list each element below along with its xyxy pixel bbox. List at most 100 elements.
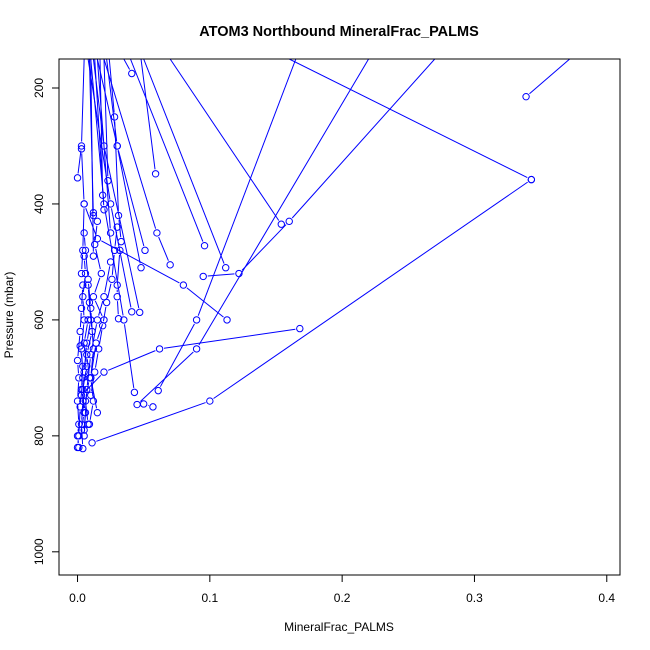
data-series (73, 59, 86, 182)
data-point (83, 350, 91, 359)
data-series (77, 316, 92, 434)
data-point (136, 308, 144, 317)
series-line (98, 300, 104, 316)
series-line (103, 59, 157, 229)
data-series (94, 59, 108, 214)
data-point (141, 246, 149, 255)
series-line (79, 312, 82, 328)
series-line (123, 324, 135, 388)
data-series (522, 59, 571, 101)
data-point (116, 246, 124, 255)
data-series (108, 59, 125, 323)
data-series (123, 59, 136, 78)
data-point (77, 145, 86, 153)
data-point (89, 211, 98, 220)
series-line (77, 405, 80, 420)
data-point (79, 246, 87, 255)
data-point (73, 432, 82, 440)
series-line (213, 181, 528, 399)
data-series (88, 59, 98, 220)
series-line (140, 59, 156, 170)
data-point (87, 391, 95, 399)
data-point (166, 261, 174, 269)
series-line (87, 335, 92, 351)
data-point (100, 206, 108, 214)
data-series (88, 175, 536, 447)
data-point (97, 269, 106, 278)
data-series (140, 59, 160, 178)
data-series (103, 59, 174, 269)
data-point (100, 293, 108, 301)
series-line (85, 254, 89, 275)
series-line (111, 254, 115, 275)
data-point (77, 142, 86, 150)
data-point (81, 246, 90, 255)
series-line (158, 236, 169, 261)
data-point (77, 304, 86, 313)
data-point (153, 229, 161, 237)
data-point (84, 316, 92, 324)
data-point (93, 316, 102, 324)
series-line (117, 150, 141, 264)
series-line (117, 150, 145, 247)
data-point (73, 174, 82, 182)
data-series (77, 145, 88, 278)
data-point (80, 408, 88, 417)
series-line (129, 59, 204, 242)
data-point (75, 374, 83, 382)
series-line (81, 153, 85, 200)
data-point (89, 208, 98, 217)
series-line (99, 59, 104, 191)
series-line (81, 289, 84, 304)
y-tick-label: 800 (32, 426, 46, 446)
data-point (88, 327, 96, 336)
y-tick-label: 1000 (32, 538, 46, 565)
series-line (94, 59, 105, 206)
series-line (77, 364, 80, 374)
data-point (79, 444, 87, 453)
data-point (285, 217, 293, 226)
series-line (82, 301, 85, 316)
data-point (94, 345, 103, 353)
data-point (130, 388, 139, 397)
data-point (133, 400, 141, 409)
series-line (163, 328, 296, 349)
series-line (241, 224, 287, 271)
series-line (108, 59, 115, 113)
x-tick-label: 0.1 (201, 591, 218, 605)
data-series (96, 59, 115, 237)
series-line (88, 283, 91, 304)
data-point (113, 293, 121, 301)
series-line (81, 428, 84, 445)
data-point (106, 200, 115, 208)
series-line (143, 59, 225, 264)
series-line (104, 150, 140, 309)
series-line (90, 353, 94, 374)
data-point (93, 217, 102, 226)
data-point (93, 235, 102, 243)
series-line (85, 405, 89, 420)
series-line (80, 350, 83, 362)
series-line (84, 347, 87, 362)
series-line (81, 370, 84, 386)
data-point (89, 293, 98, 301)
x-axis-label: MineralFrac_PALMS (284, 620, 394, 634)
data-point (117, 237, 125, 246)
data-point (154, 386, 162, 395)
series-line (94, 225, 98, 241)
data-point (139, 400, 148, 408)
data-point (106, 229, 115, 237)
data-point (83, 339, 91, 347)
data-point (89, 345, 98, 353)
data-point (77, 269, 86, 278)
data-point (77, 426, 86, 434)
series-line (288, 59, 528, 179)
data-point (89, 252, 98, 260)
data-point (102, 298, 111, 307)
data-series (87, 223, 121, 399)
data-point (79, 281, 87, 289)
series-line (95, 248, 101, 270)
data-point (89, 397, 98, 405)
data-point (79, 385, 87, 394)
data-point (151, 170, 160, 178)
